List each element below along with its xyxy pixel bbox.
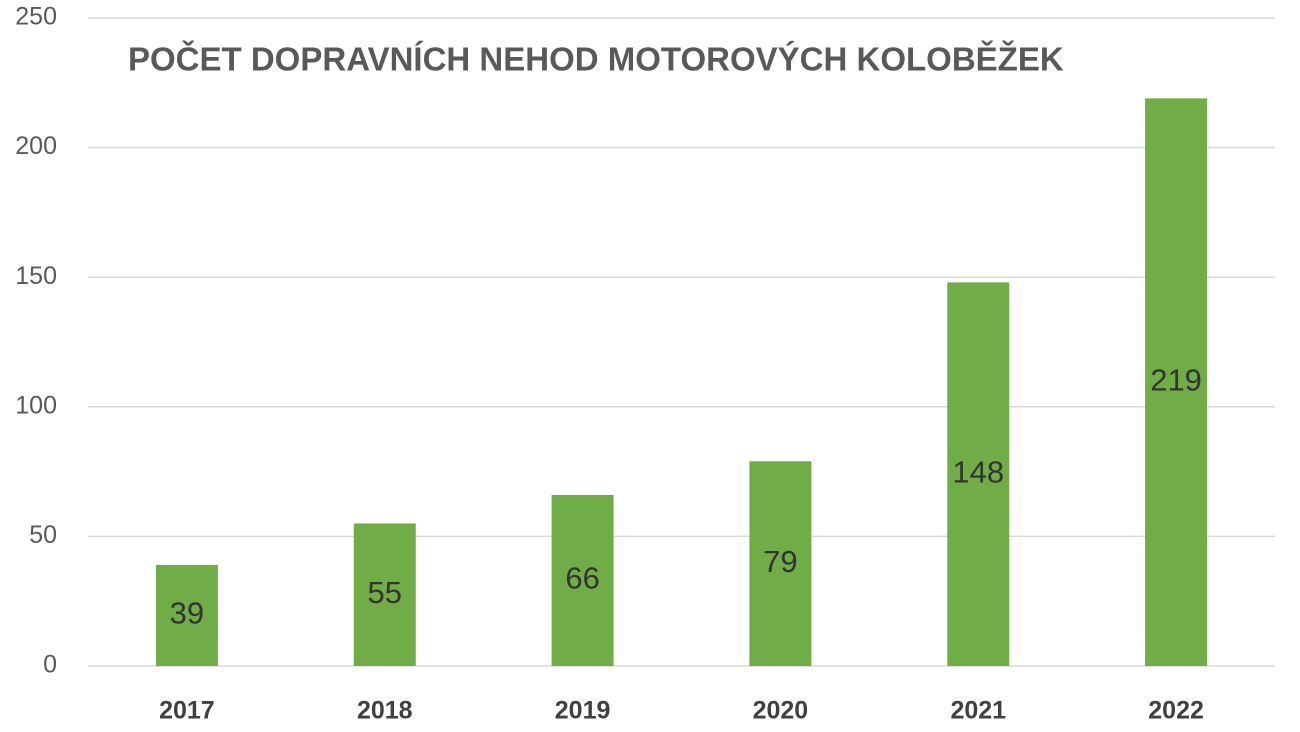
- x-tick-label: 2020: [753, 697, 809, 725]
- bar: [155, 564, 218, 666]
- bar: [947, 282, 1010, 666]
- y-tick-label: 250: [15, 3, 57, 31]
- data-label: 55: [368, 575, 402, 610]
- bar: [551, 494, 614, 666]
- x-tick-label: 2022: [1148, 697, 1204, 725]
- data-label: 148: [952, 454, 1004, 489]
- bar: [749, 461, 812, 666]
- data-label: 79: [763, 544, 797, 579]
- y-tick-label: 150: [15, 262, 57, 290]
- data-label: 39: [170, 596, 204, 631]
- x-tick-label: 2021: [950, 697, 1006, 725]
- x-tick-label: 2019: [555, 697, 611, 725]
- x-tick-label: 2018: [357, 697, 413, 725]
- chart-title: POČET DOPRAVNÍCH NEHOD MOTOROVÝCH KOLOBĚ…: [128, 40, 1064, 78]
- data-label: 219: [1150, 362, 1202, 397]
- bar: [353, 523, 416, 666]
- x-tick-label: 2017: [159, 697, 215, 725]
- data-label: 66: [565, 561, 599, 596]
- y-tick-label: 50: [29, 521, 57, 549]
- y-tick-label: 200: [15, 132, 57, 160]
- y-tick-label: 100: [15, 391, 57, 419]
- bar: [1145, 98, 1208, 667]
- y-tick-label: 0: [43, 651, 57, 679]
